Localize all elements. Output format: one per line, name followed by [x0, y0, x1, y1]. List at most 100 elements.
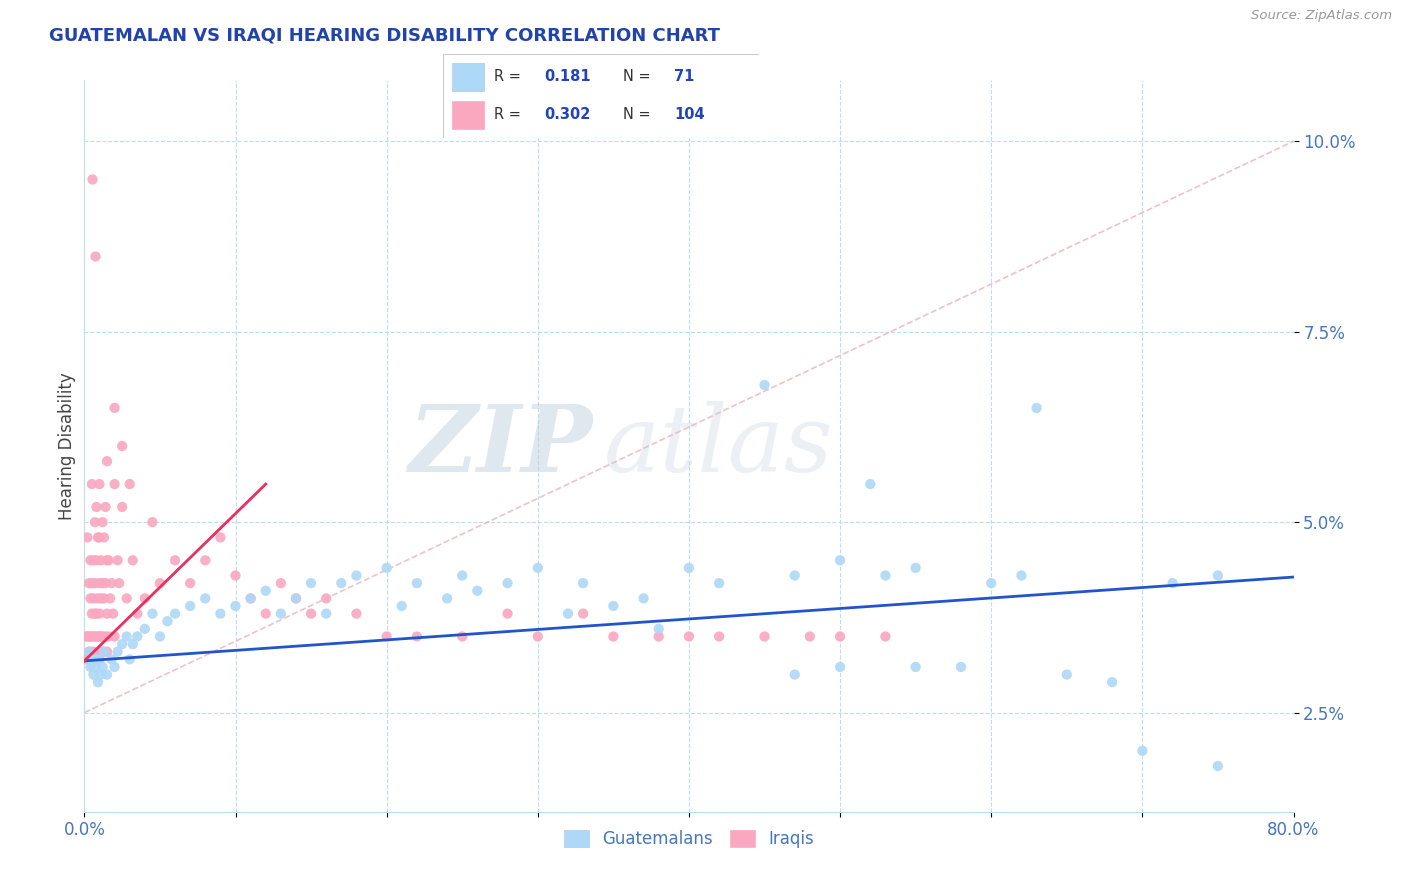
Point — [127, 607, 149, 621]
Point — [84, 660, 107, 674]
Point — [239, 591, 262, 606]
Point — [82, 553, 104, 567]
Point — [108, 576, 131, 591]
Point — [527, 630, 550, 644]
Point — [96, 553, 118, 567]
Point — [104, 477, 127, 491]
Point — [94, 500, 117, 514]
Point — [87, 530, 110, 544]
Point — [1206, 568, 1229, 582]
Point — [100, 576, 122, 591]
Point — [82, 645, 104, 659]
Point — [93, 645, 115, 659]
Point — [149, 576, 172, 591]
Point — [76, 530, 98, 544]
Point — [90, 591, 112, 606]
FancyBboxPatch shape — [443, 54, 759, 138]
Point — [830, 553, 852, 567]
Point — [104, 660, 127, 674]
Point — [451, 630, 474, 644]
Point — [90, 667, 112, 681]
Point — [1011, 568, 1033, 582]
Point — [91, 660, 114, 674]
Point — [89, 630, 111, 644]
Point — [1161, 576, 1184, 591]
Point — [346, 568, 368, 582]
Text: 0.302: 0.302 — [544, 107, 591, 122]
Point — [90, 630, 112, 644]
Point — [830, 630, 852, 644]
Point — [75, 652, 97, 666]
Point — [80, 652, 103, 666]
Point — [602, 599, 624, 613]
Point — [141, 607, 163, 621]
Text: 0.181: 0.181 — [544, 70, 591, 85]
Point — [1101, 675, 1123, 690]
Text: N =: N = — [623, 107, 651, 122]
Point — [111, 500, 134, 514]
Point — [375, 630, 398, 644]
Point — [87, 675, 110, 690]
Point — [859, 477, 882, 491]
Point — [79, 553, 101, 567]
Point — [90, 553, 112, 567]
Point — [134, 622, 156, 636]
Point — [87, 591, 110, 606]
Point — [79, 645, 101, 659]
Point — [1025, 401, 1047, 415]
Point — [80, 652, 103, 666]
Point — [285, 591, 308, 606]
Point — [134, 591, 156, 606]
Point — [406, 630, 429, 644]
Text: 71: 71 — [673, 70, 695, 85]
Point — [285, 591, 308, 606]
Point — [75, 630, 97, 644]
Point — [391, 599, 413, 613]
Point — [225, 568, 247, 582]
Point — [82, 630, 104, 644]
Point — [467, 583, 489, 598]
Point — [97, 553, 120, 567]
Bar — [453, 101, 484, 129]
Point — [179, 576, 201, 591]
Point — [80, 576, 103, 591]
Point — [141, 515, 163, 529]
Point — [1132, 744, 1154, 758]
Point — [89, 477, 111, 491]
Point — [121, 637, 143, 651]
Text: R =: R = — [494, 70, 520, 85]
Point — [115, 630, 138, 644]
Point — [86, 553, 108, 567]
Text: 104: 104 — [673, 107, 704, 122]
Point — [127, 630, 149, 644]
Legend: Guatemalans, Iraqis: Guatemalans, Iraqis — [557, 823, 821, 855]
Point — [84, 652, 107, 666]
Point — [496, 576, 519, 591]
Point — [225, 599, 247, 613]
Point — [79, 660, 101, 674]
Point — [91, 515, 114, 529]
Point — [100, 652, 122, 666]
Point — [94, 576, 117, 591]
Point — [79, 630, 101, 644]
Point — [315, 607, 337, 621]
Point — [77, 645, 100, 659]
Point — [87, 630, 110, 644]
Point — [101, 607, 124, 621]
Point — [572, 576, 595, 591]
Point — [111, 637, 134, 651]
Point — [209, 530, 232, 544]
Point — [84, 248, 107, 262]
Point — [904, 561, 927, 575]
Point — [80, 172, 103, 186]
Point — [709, 630, 731, 644]
Point — [709, 576, 731, 591]
Point — [91, 645, 114, 659]
Point — [830, 660, 852, 674]
Text: GUATEMALAN VS IRAQI HEARING DISABILITY CORRELATION CHART: GUATEMALAN VS IRAQI HEARING DISABILITY C… — [49, 27, 720, 45]
Point — [82, 591, 104, 606]
Point — [80, 607, 103, 621]
Point — [330, 576, 353, 591]
Point — [527, 561, 550, 575]
Point — [89, 607, 111, 621]
